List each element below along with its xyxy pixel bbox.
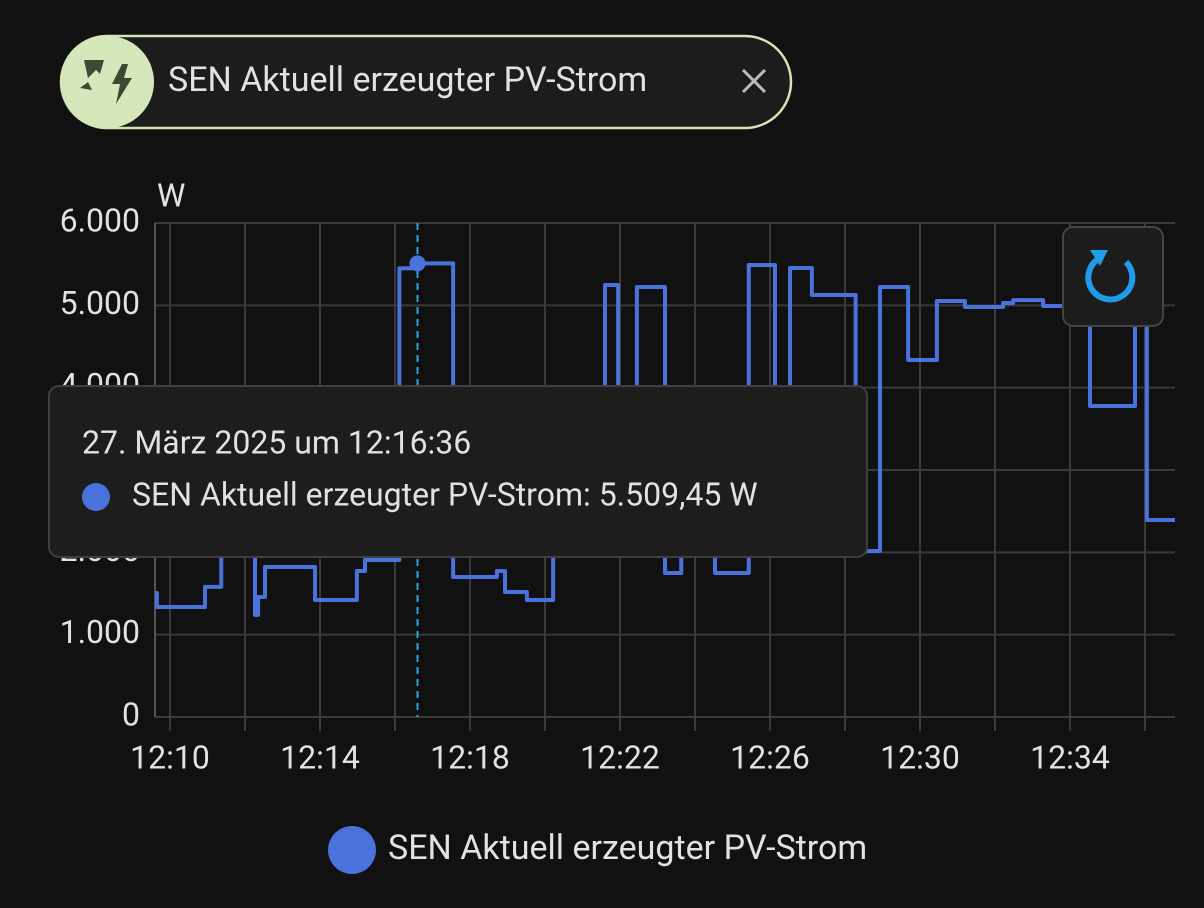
entity-chip[interactable]: SEN Aktuell erzeugter PV-Strom	[59, 34, 793, 130]
reset-icon	[1085, 255, 1136, 303]
tooltip-marker	[82, 483, 110, 511]
x-tick-label: 12:10	[130, 738, 210, 776]
chip-close[interactable]	[741, 68, 767, 94]
legend-label: SEN Aktuell erzeugter PV-Strom	[388, 828, 867, 868]
y-unit: W	[157, 176, 185, 214]
x-tick-label: 12:30	[880, 738, 960, 776]
x-tick-label: 12:14	[280, 738, 360, 776]
x-tick-label: 12:34	[1030, 738, 1110, 776]
chip-icon	[80, 60, 132, 104]
data-line	[155, 261, 1175, 617]
tooltip: 27. März 2025 um 12:16:36 SEN Aktuell er…	[48, 385, 868, 558]
y-tick-label: 0	[122, 695, 140, 733]
x-tick-label: 12:18	[430, 738, 510, 776]
button-bg[interactable]	[1062, 226, 1164, 327]
reset-zoom-button[interactable]	[1062, 226, 1164, 327]
y-tick-label: 1.000	[60, 613, 140, 651]
chip-label: SEN Aktuell erzeugter PV-Strom	[168, 60, 647, 100]
x-tick-label: 12:26	[730, 738, 810, 776]
tooltip-bg	[48, 385, 868, 558]
legend-swatch	[328, 826, 376, 874]
chip-bg[interactable]	[59, 34, 793, 130]
hover-point	[409, 255, 426, 272]
tooltip-label: SEN Aktuell erzeugter PV-Strom: 5.509,45…	[132, 475, 758, 513]
legend[interactable]: SEN Aktuell erzeugter PV-Strom	[328, 826, 867, 874]
reset-icon-arrow	[1090, 250, 1108, 266]
y-tick-label: 6.000	[60, 201, 140, 239]
y-tick-label: 5.000	[60, 284, 140, 322]
chip-icon-bg	[62, 36, 154, 128]
x-tick-label: 12:22	[580, 738, 660, 776]
tooltip-title: 27. März 2025 um 12:16:36	[82, 423, 471, 461]
